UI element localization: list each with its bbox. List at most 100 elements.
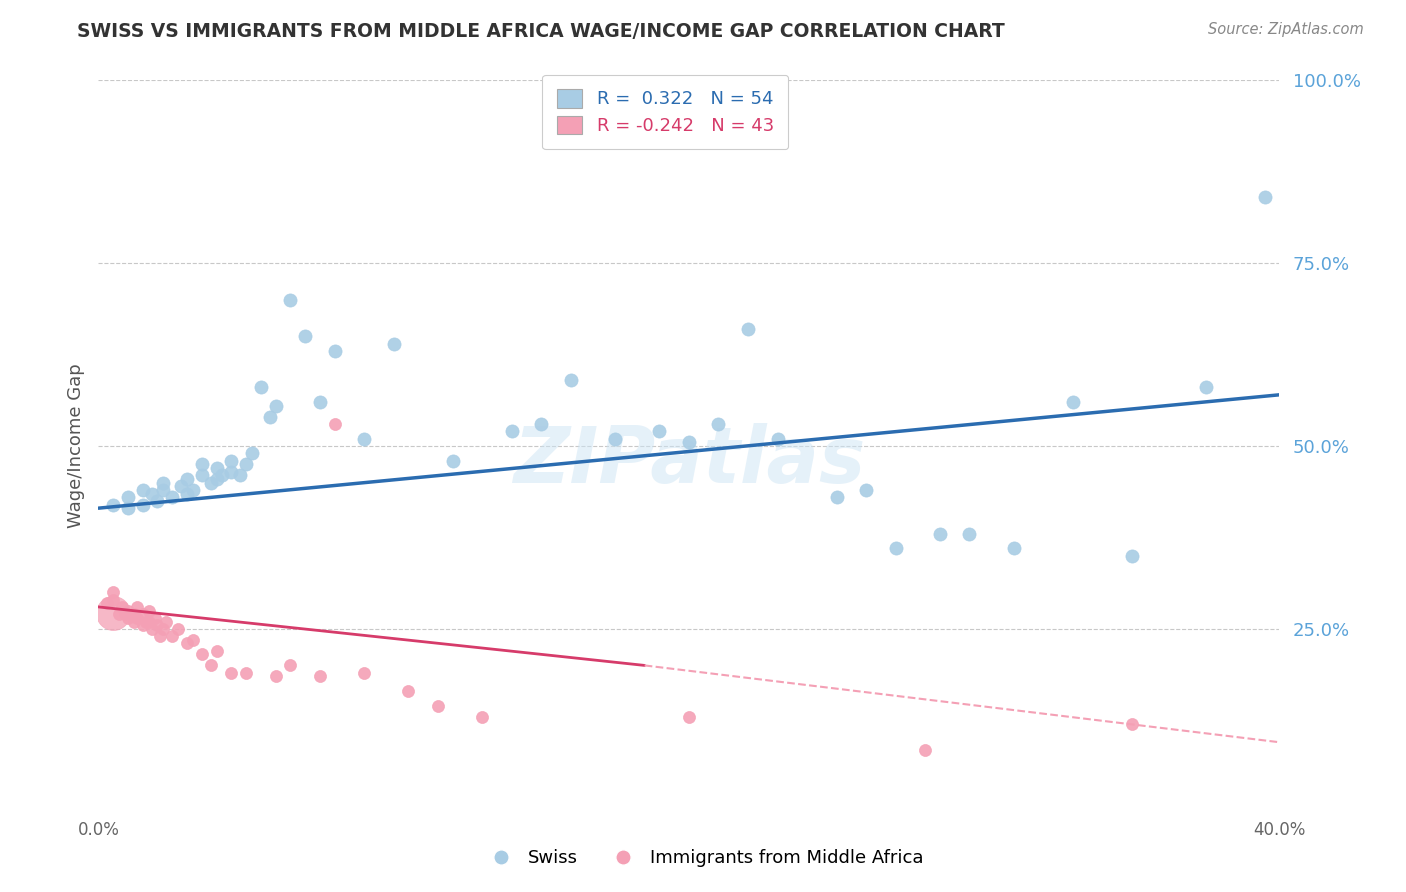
Point	[259, 409, 281, 424]
Point	[111, 599, 134, 614]
Point	[132, 498, 155, 512]
Point	[280, 658, 302, 673]
Point	[117, 603, 139, 617]
Point	[914, 742, 936, 756]
Point	[323, 417, 346, 431]
Point	[678, 435, 700, 450]
Point	[280, 293, 302, 307]
Point	[235, 665, 257, 680]
Point	[108, 607, 131, 622]
Point	[103, 606, 125, 620]
Point	[103, 585, 125, 599]
Point	[221, 453, 243, 467]
Point	[766, 432, 789, 446]
Point	[353, 432, 375, 446]
Point	[152, 475, 174, 490]
Point	[103, 592, 125, 607]
Point	[1002, 541, 1025, 556]
Point	[264, 399, 287, 413]
Point	[167, 622, 190, 636]
Point	[200, 658, 222, 673]
Point	[191, 457, 214, 471]
Point	[309, 395, 332, 409]
Point	[221, 665, 243, 680]
Point	[125, 599, 148, 614]
Point	[530, 417, 553, 431]
Point	[191, 648, 214, 662]
Point	[605, 432, 627, 446]
Point	[501, 425, 523, 439]
Point	[1195, 380, 1218, 394]
Point	[170, 479, 193, 493]
Point	[678, 709, 700, 723]
Point	[205, 644, 228, 658]
Point	[205, 461, 228, 475]
Point	[471, 709, 494, 723]
Point	[398, 684, 420, 698]
Point	[221, 465, 243, 479]
Point	[294, 329, 316, 343]
Point	[176, 486, 198, 500]
Point	[1062, 395, 1084, 409]
Point	[146, 618, 169, 632]
Point	[117, 611, 139, 625]
Point	[1121, 549, 1143, 563]
Point	[122, 607, 145, 622]
Point	[707, 417, 730, 431]
Point	[264, 669, 287, 683]
Legend: R =  0.322   N = 54, R = -0.242   N = 43: R = 0.322 N = 54, R = -0.242 N = 43	[543, 75, 789, 150]
Point	[149, 629, 172, 643]
Y-axis label: Wage/Income Gap: Wage/Income Gap	[66, 364, 84, 528]
Point	[200, 475, 222, 490]
Point	[176, 472, 198, 486]
Point	[122, 615, 145, 629]
Point	[132, 618, 155, 632]
Point	[309, 669, 332, 683]
Point	[143, 611, 166, 625]
Point	[382, 336, 405, 351]
Point	[737, 322, 759, 336]
Point	[162, 629, 183, 643]
Point	[250, 380, 273, 394]
Point	[155, 615, 177, 629]
Point	[959, 526, 981, 541]
Point	[117, 490, 139, 504]
Point	[323, 343, 346, 358]
Point	[152, 483, 174, 497]
Point	[138, 615, 160, 629]
Point	[162, 490, 183, 504]
Point	[114, 607, 136, 622]
Point	[141, 622, 163, 636]
Text: SWISS VS IMMIGRANTS FROM MIDDLE AFRICA WAGE/INCOME GAP CORRELATION CHART: SWISS VS IMMIGRANTS FROM MIDDLE AFRICA W…	[77, 22, 1005, 41]
Text: Source: ZipAtlas.com: Source: ZipAtlas.com	[1208, 22, 1364, 37]
Point	[427, 698, 450, 713]
Point	[240, 446, 263, 460]
Point	[884, 541, 907, 556]
Point	[181, 632, 204, 647]
Point	[441, 453, 464, 467]
Point	[141, 486, 163, 500]
Point	[825, 490, 848, 504]
Point	[152, 622, 174, 636]
Point	[96, 596, 118, 610]
Point	[191, 468, 214, 483]
Point	[235, 457, 257, 471]
Point	[205, 472, 228, 486]
Point	[146, 494, 169, 508]
Point	[117, 501, 139, 516]
Point	[353, 665, 375, 680]
Legend: Swiss, Immigrants from Middle Africa: Swiss, Immigrants from Middle Africa	[475, 842, 931, 874]
Point	[132, 483, 155, 497]
Point	[125, 611, 148, 625]
Point	[103, 498, 125, 512]
Point	[176, 636, 198, 650]
Point	[211, 468, 233, 483]
Point	[560, 373, 582, 387]
Point	[135, 615, 157, 629]
Point	[648, 425, 671, 439]
Text: ZIPatlas: ZIPatlas	[513, 423, 865, 499]
Point	[1121, 717, 1143, 731]
Point	[929, 526, 952, 541]
Point	[1254, 190, 1277, 204]
Point	[132, 607, 155, 622]
